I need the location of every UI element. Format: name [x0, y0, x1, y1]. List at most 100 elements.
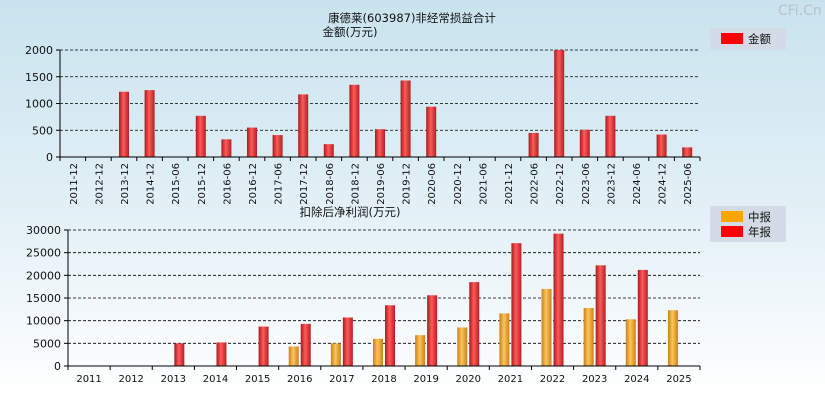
chart-bottom: 扣除后净利润(万元) 0 5000 10000 15000 20000 25000 3000… [26, 205, 786, 385]
y-tick-label: 0 [46, 151, 53, 164]
bar-annual-2018 [385, 305, 395, 366]
bar-annual-2022 [553, 233, 564, 366]
bar-amount-2018-06 [323, 144, 334, 157]
legend-label-annual: 年报 [748, 225, 771, 239]
x-tick-label: 2025 [666, 374, 691, 385]
y-tick-label: 2000 [25, 44, 53, 57]
bar-annual-2013 [174, 343, 185, 366]
y-tick-label: 1500 [25, 71, 53, 84]
y-tick-label: 0 [54, 360, 61, 373]
bar-annual-2014 [216, 342, 227, 366]
bar-annual-2021 [511, 243, 522, 366]
x-tick-label: 2021-12 [504, 163, 515, 205]
chart-top-ylabel: 金额(万元) [323, 25, 378, 39]
bar-interim-2021 [499, 313, 510, 366]
bar-annual-2023 [595, 265, 606, 366]
x-tick-label: 2019-12 [402, 163, 413, 205]
bar-amount-2024-12 [656, 134, 667, 157]
chart-bottom-legend: 中报 年报 [710, 206, 786, 242]
bar-amount-2013-12 [119, 91, 129, 157]
x-tick-label: 2021-06 [478, 163, 489, 205]
x-tick-label: 2019-06 [376, 163, 387, 205]
bar-amount-2018-12 [349, 84, 360, 157]
bar-amount-2017-12 [298, 94, 309, 157]
bar-amount-2014-12 [144, 90, 155, 157]
x-tick-label: 2018-12 [350, 163, 361, 205]
chart-bottom-grid [68, 229, 700, 344]
chart-top-legend: 金额 [710, 28, 786, 50]
x-tick-label: 2014-12 [146, 163, 157, 205]
bar-amount-2023-12 [605, 115, 616, 157]
bar-amount-2019-06 [375, 129, 385, 157]
bar-interim-2017 [330, 343, 341, 366]
x-tick-label: 2011 [76, 374, 101, 385]
x-tick-label: 2022-12 [555, 163, 566, 205]
bar-amount-2017-06 [272, 135, 283, 157]
chart-bottom-axes: 0 5000 10000 15000 20000 25000 30000 2011 2012 20… [26, 224, 701, 385]
chart-top-title: 康德莱(603987)非经常损益合计 [328, 11, 496, 25]
chart-bottom-title: 扣除后净利润(万元) [300, 205, 401, 219]
x-tick-label: 2012-12 [94, 163, 105, 205]
legend-label-amount: 金额 [748, 32, 771, 46]
bar-amount-2022-12 [554, 50, 565, 157]
x-tick-label: 2013 [161, 374, 186, 385]
x-tick-label: 2020-12 [453, 163, 464, 205]
chart-top: 康德莱(603987)非经常损益合计 金额(万元) 0 500 1000 1500 20… [25, 11, 786, 205]
bar-interim-2019 [415, 335, 426, 366]
bar-interim-2023 [583, 307, 594, 366]
bar-annual-2015 [258, 326, 269, 366]
bar-annual-2020 [469, 282, 480, 366]
y-tick-label: 500 [32, 124, 53, 137]
bar-annual-2019 [427, 295, 438, 366]
x-tick-label: 2017 [329, 374, 354, 385]
bar-interim-2024 [625, 319, 636, 366]
x-tick-label: 2022-06 [530, 163, 541, 205]
watermark: CFi.Cn [778, 3, 822, 19]
bar-interim-2022 [541, 288, 552, 366]
x-tick-label: 2018 [371, 374, 396, 385]
x-tick-label: 2012 [118, 374, 143, 385]
x-tick-label: 2024-06 [632, 163, 643, 205]
bar-amount-2020-06 [426, 106, 437, 157]
x-tick-label: 2024 [624, 374, 649, 385]
x-tick-label: 2022 [540, 374, 565, 385]
x-tick-label: 2023 [582, 374, 607, 385]
x-tick-label: 2016 [287, 374, 312, 385]
y-tick-label: 30000 [26, 224, 61, 237]
legend-swatch-annual [721, 226, 743, 237]
y-tick-label: 20000 [26, 269, 61, 282]
x-tick-label: 2014 [203, 374, 228, 385]
x-tick-label: 2019 [413, 374, 438, 385]
x-tick-label: 2024-12 [658, 163, 669, 205]
y-tick-label: 25000 [26, 247, 61, 260]
legend-swatch-interim [721, 211, 743, 222]
bar-amount-2023-06 [579, 129, 590, 157]
bar-interim-2025 [667, 310, 678, 366]
x-tick-label: 2016-12 [248, 163, 259, 205]
x-tick-label: 2023-12 [606, 163, 617, 205]
x-tick-label: 2018-06 [325, 163, 336, 205]
x-tick-label: 2017-12 [299, 163, 310, 205]
bar-amount-2025-06 [682, 147, 693, 157]
x-tick-label: 2023-06 [581, 163, 592, 205]
x-tick-label: 2021 [498, 374, 523, 385]
chart-top-bars [119, 50, 693, 157]
x-tick-label: 2020-06 [427, 163, 438, 205]
legend-swatch-amount [721, 33, 743, 44]
bar-annual-2016 [300, 323, 311, 366]
x-tick-label: 2016-06 [222, 163, 233, 205]
bar-interim-2016 [288, 346, 299, 366]
y-tick-label: 1000 [25, 98, 53, 111]
x-tick-label: 2013-12 [120, 163, 131, 205]
bar-amount-2016-06 [221, 139, 232, 157]
bar-interim-2018 [373, 338, 383, 366]
y-tick-label: 15000 [26, 292, 61, 305]
y-tick-label: 10000 [26, 315, 61, 328]
legend-label-interim: 中报 [748, 210, 771, 224]
chart-bottom-bars [174, 233, 678, 366]
x-tick-label: 2015 [245, 374, 270, 385]
bar-amount-2015-12 [195, 115, 206, 157]
bar-amount-2022-06 [528, 132, 539, 157]
bar-annual-2024 [637, 269, 648, 366]
